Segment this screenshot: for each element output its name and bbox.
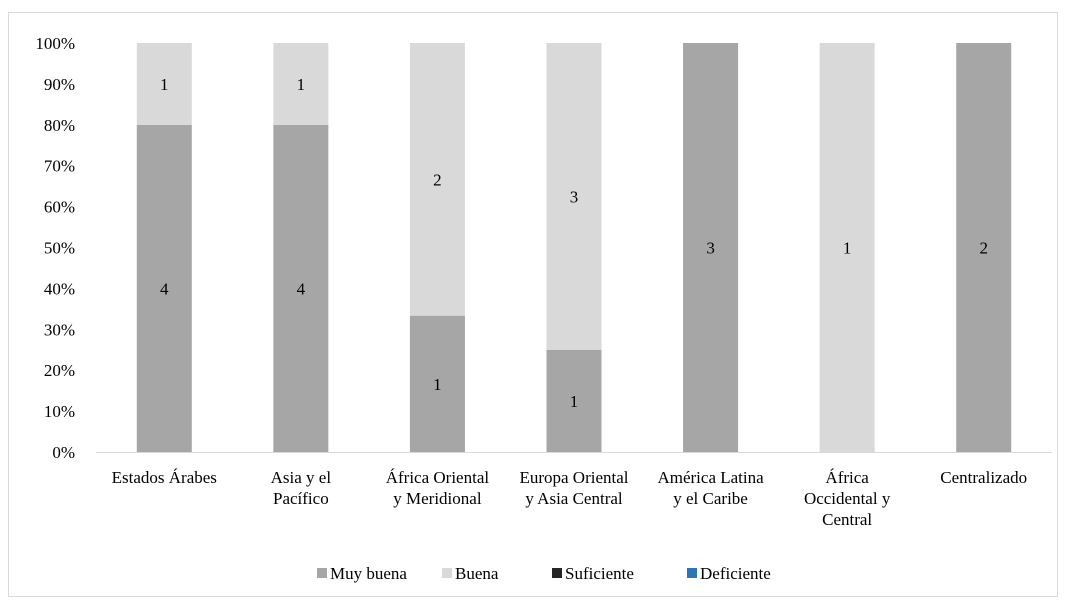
legend-label: Suficiente <box>565 564 634 583</box>
data-label: 4 <box>160 279 169 298</box>
bar-segment <box>683 43 739 452</box>
y-tick-label: 80% <box>44 116 75 135</box>
bar-segment <box>409 43 465 316</box>
bar-segment <box>546 349 602 452</box>
bar-segment <box>819 43 875 452</box>
y-tick-label: 70% <box>44 157 75 176</box>
y-tick-label: 0% <box>52 443 75 462</box>
y-tick-label: 60% <box>44 198 75 217</box>
y-tick-label: 40% <box>44 279 75 298</box>
y-tick-label: 10% <box>44 402 75 421</box>
x-axis: Estados Árabes Asia y el Pacífico África Or… <box>96 452 1052 529</box>
y-tick-label: 100% <box>35 34 75 53</box>
y-tick-label: 20% <box>44 361 75 380</box>
bars-group <box>136 43 1012 453</box>
y-axis: 0% 10% 20% 30% 40% 50% 60% 70% 80% 90% 100% <box>35 34 75 462</box>
legend-swatch <box>552 568 562 578</box>
legend-label: Muy buena <box>330 564 407 583</box>
data-label: 3 <box>706 239 715 258</box>
x-category-label: África <box>825 468 869 487</box>
x-category-label: Asia y el <box>271 468 332 487</box>
x-category-label: y Meridional <box>393 489 482 508</box>
data-label: 4 <box>297 279 306 298</box>
y-tick-label: 50% <box>44 239 75 258</box>
x-category-label: Centralizado <box>940 468 1027 487</box>
y-tick-label: 90% <box>44 75 75 94</box>
bar-segment <box>273 43 329 125</box>
legend-swatch <box>687 568 697 578</box>
data-label: 1 <box>843 239 852 258</box>
legend-swatch <box>442 568 452 578</box>
x-category-label: y Asia Central <box>525 489 623 508</box>
legend-label: Deficiente <box>700 564 771 583</box>
x-category-label: y el Caribe <box>673 489 748 508</box>
legend-swatch <box>317 568 327 578</box>
x-category-label: África Oriental <box>386 468 490 487</box>
legend: Muy buena Buena Suficiente Deficiente <box>317 564 771 583</box>
x-category-label: Estados Árabes <box>112 468 217 487</box>
data-labels-group: 4 1 4 1 1 2 1 3 3 1 2 <box>160 75 988 411</box>
bar-segment <box>956 43 1012 452</box>
x-category-label: Central <box>822 510 872 529</box>
data-label: 1 <box>433 375 442 394</box>
data-label: 2 <box>979 239 988 258</box>
x-category-label: Pacífico <box>273 489 329 508</box>
bar-segment <box>136 124 192 453</box>
x-category-label: América Latina <box>657 468 764 487</box>
bar-segment <box>409 315 465 452</box>
data-label: 3 <box>570 187 579 206</box>
data-label: 1 <box>570 392 579 411</box>
y-tick-label: 30% <box>44 320 75 339</box>
legend-label: Buena <box>455 564 499 583</box>
bar-segment <box>273 124 329 453</box>
x-category-label: Europa Oriental <box>519 468 628 487</box>
x-category-label: Occidental y <box>804 489 891 508</box>
data-label: 2 <box>433 170 442 189</box>
bar-segment <box>546 43 602 350</box>
bar-segment <box>136 43 192 125</box>
data-label: 1 <box>297 75 306 94</box>
data-label: 1 <box>160 75 169 94</box>
